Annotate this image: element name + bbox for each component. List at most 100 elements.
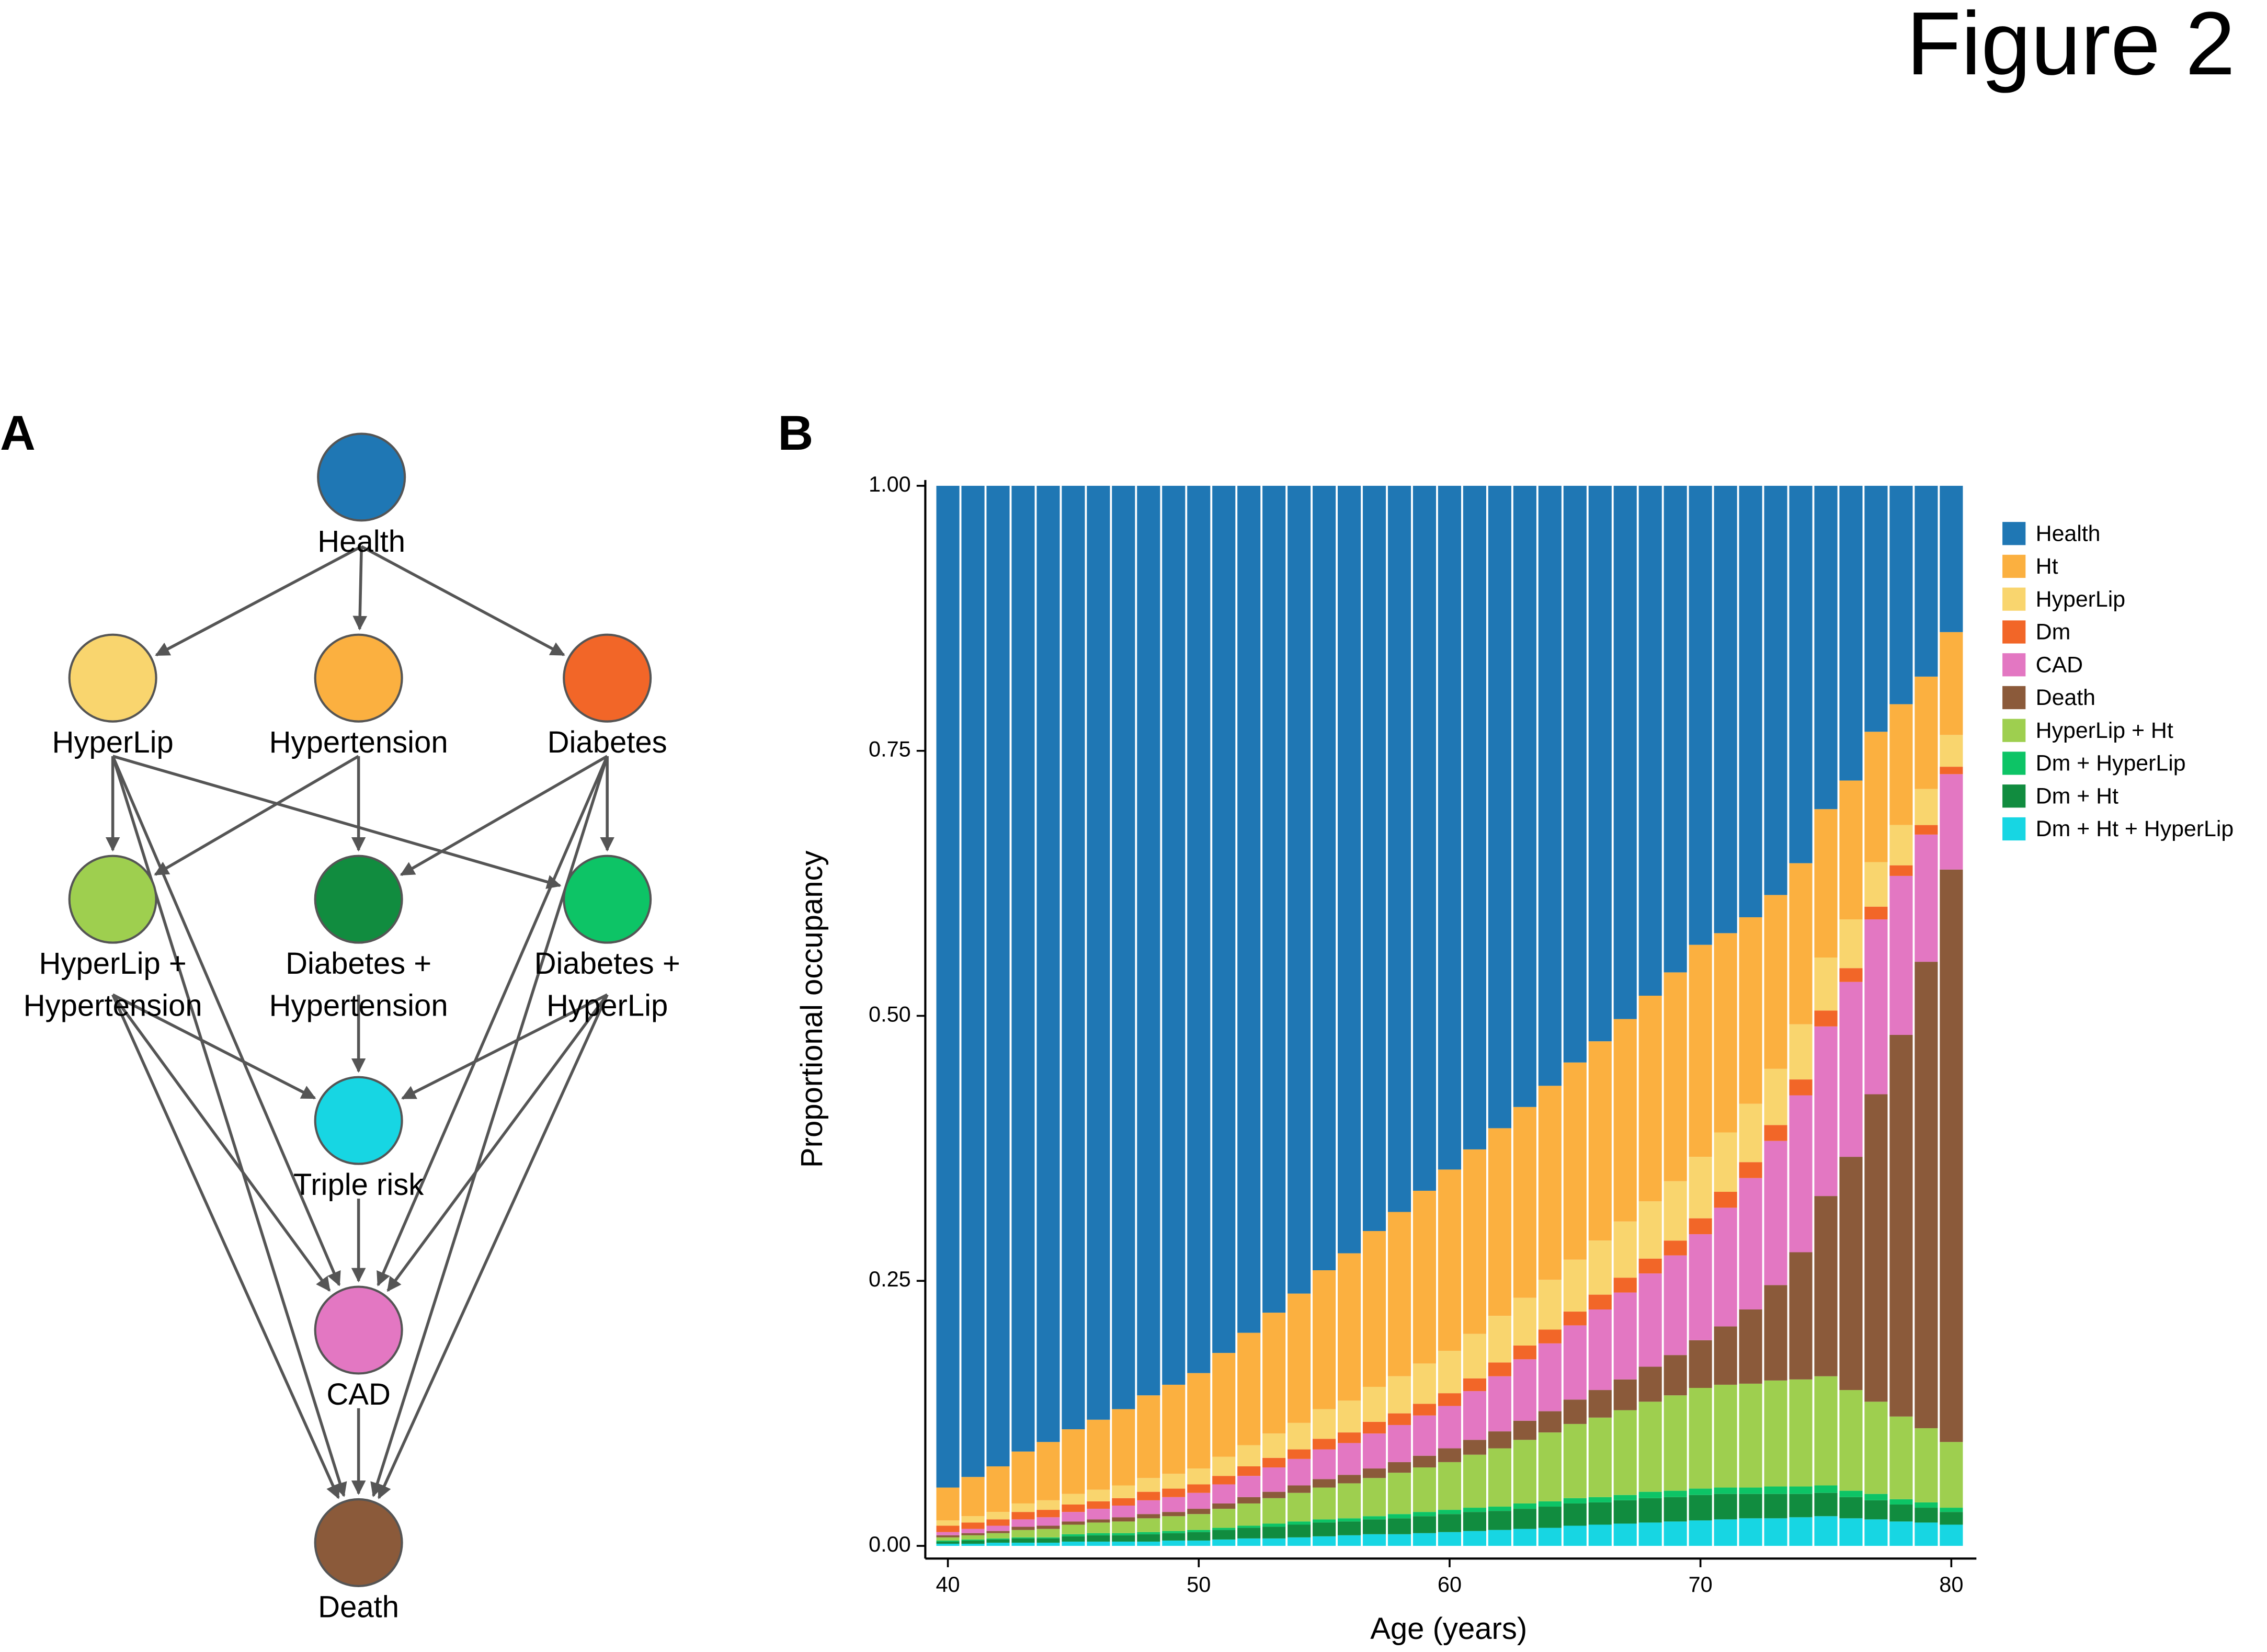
bar-segment — [1362, 1468, 1386, 1478]
bar-segment — [1563, 1259, 1587, 1312]
bar-segment — [961, 485, 985, 1477]
x-axis-title: Age (years) — [1370, 1612, 1527, 1646]
bar-segment — [1839, 919, 1863, 969]
bar-segment — [1839, 1490, 1863, 1497]
bar-segment — [1538, 1507, 1562, 1528]
bar-segment — [1288, 1459, 1311, 1486]
bar-segment — [1438, 1406, 1462, 1449]
bar-segment — [1011, 1526, 1035, 1530]
bar-segment — [1362, 1421, 1386, 1434]
bar-segment — [1036, 1500, 1060, 1510]
bar-segment — [1387, 1534, 1411, 1546]
bar-segment — [1764, 1125, 1787, 1141]
diagram-edge — [401, 993, 608, 1100]
bar-segment — [1262, 1538, 1286, 1546]
bar-segment — [1588, 1041, 1612, 1241]
bar-segment — [1338, 1400, 1361, 1433]
bar-segment — [1412, 1190, 1437, 1364]
bar-segment — [1915, 676, 1938, 789]
diagram-node — [314, 855, 403, 944]
bar-segment — [936, 1520, 960, 1526]
bar-segment — [1538, 1528, 1562, 1546]
bar-segment — [1112, 1533, 1135, 1535]
bar-segment — [1387, 1376, 1411, 1414]
node-label: Triple risk — [293, 1168, 424, 1202]
diagram-edge — [112, 755, 562, 889]
bar-segment — [1036, 1510, 1060, 1518]
bar-segment — [1613, 1379, 1637, 1410]
bar-segment — [1262, 1313, 1286, 1434]
bar-segment — [1689, 485, 1712, 945]
bar-segment — [1588, 1390, 1612, 1418]
bar-segment — [1387, 1473, 1411, 1514]
bar-segment — [1689, 1234, 1712, 1340]
y-tick-label: 0.00 — [869, 1532, 911, 1556]
bar-segment — [1087, 1501, 1110, 1509]
bar-segment — [1387, 1514, 1411, 1519]
bar-segment — [1062, 1512, 1085, 1522]
bar-segment — [1814, 1010, 1838, 1027]
bar-segment — [1764, 485, 1787, 895]
bar-segment — [1538, 1432, 1562, 1501]
bar-segment — [1513, 1297, 1536, 1346]
bar-segment — [1137, 1514, 1160, 1519]
bar-segment — [1313, 485, 1336, 1270]
bar-segment — [1915, 825, 1938, 835]
bar-segment — [1940, 735, 1963, 767]
bar-segment — [1563, 1325, 1587, 1400]
bar-segment — [986, 1531, 1010, 1533]
bar-segment — [1362, 1516, 1386, 1520]
bar-segment — [1062, 1541, 1085, 1546]
bar-segment — [1940, 485, 1963, 632]
bar-segment — [1563, 1312, 1587, 1326]
bar-segment — [1513, 1359, 1536, 1421]
bar-segment — [1613, 1019, 1637, 1222]
bar-segment — [1739, 485, 1762, 917]
node-label: Health — [317, 525, 405, 559]
diagram-node — [314, 1498, 403, 1587]
bar-segment — [1915, 834, 1938, 962]
bar-segment — [1087, 1509, 1110, 1520]
bar-segment — [1664, 485, 1687, 973]
bar-segment — [961, 1533, 985, 1535]
bar-segment — [1563, 1525, 1587, 1546]
bar-segment — [1463, 1508, 1486, 1512]
bar-segment — [1338, 1443, 1361, 1475]
diagram-node — [314, 633, 403, 723]
bar-segment — [1288, 1524, 1311, 1537]
bar-segment — [1664, 1521, 1687, 1546]
bar-segment — [1889, 875, 1913, 1035]
bar-segment — [1036, 1442, 1060, 1500]
bar-segment — [1112, 485, 1135, 1409]
bar-segment — [1613, 485, 1637, 1019]
legend-label: Dm + HyperLip — [2036, 751, 2186, 776]
legend-label: CAD — [2036, 652, 2083, 677]
bar-segment — [1036, 1537, 1060, 1539]
legend-label: HyperLip — [2036, 587, 2125, 612]
bar-segment — [936, 1532, 960, 1535]
x-tick-label: 50 — [1187, 1572, 1211, 1597]
bar-segment — [1162, 1540, 1186, 1546]
bar-segment — [1062, 1521, 1085, 1525]
bar-segment — [1112, 1498, 1135, 1506]
bar-segment — [1187, 1468, 1211, 1485]
bar-segment — [1915, 962, 1938, 1429]
bar-segment — [1438, 1393, 1462, 1406]
diagram-edges — [105, 545, 614, 1499]
panel-label: A — [0, 405, 36, 460]
bar-segment — [1764, 895, 1787, 1069]
bar-segment — [1789, 1252, 1813, 1380]
bar-segment — [1162, 1497, 1186, 1512]
bar-segment — [1689, 1218, 1712, 1235]
bar-segment — [1488, 485, 1511, 1129]
bar-segment — [1112, 1541, 1135, 1546]
bar-segment — [1714, 933, 1737, 1133]
bar-segment — [1463, 1334, 1486, 1378]
diagram-edge — [400, 755, 608, 876]
legend-label: Dm + Ht — [2036, 783, 2118, 808]
bar-segment — [1362, 485, 1386, 1231]
bar-segment — [1563, 1503, 1587, 1526]
bar-segment — [1187, 1532, 1211, 1541]
bar-segment — [1036, 485, 1060, 1442]
bar-segment — [1488, 1448, 1511, 1507]
